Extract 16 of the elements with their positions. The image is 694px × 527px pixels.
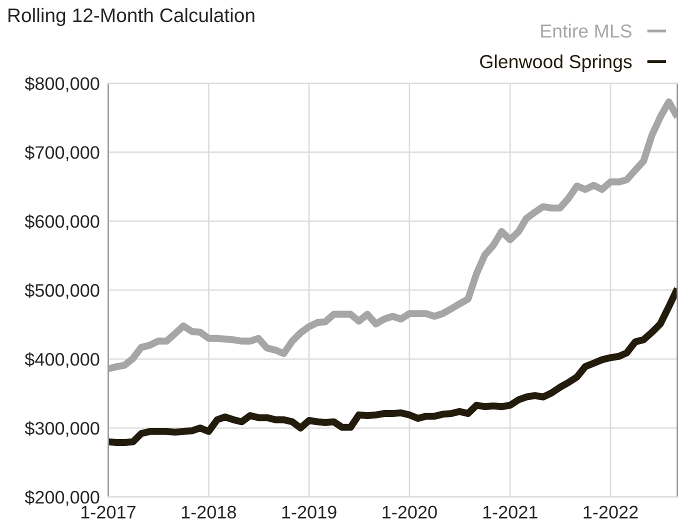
y-tick-label: $800,000 bbox=[24, 76, 100, 92]
x-tick-label: 1-2017 bbox=[82, 506, 136, 519]
y-tick-label: $700,000 bbox=[24, 145, 100, 162]
y-tick-label: $300,000 bbox=[24, 421, 100, 437]
chart-title: Rolling 12-Month Calculation bbox=[8, 8, 254, 26]
y-tick-label: $400,000 bbox=[24, 352, 100, 368]
y-tick-label: $500,000 bbox=[24, 283, 100, 299]
y-tick-label: $600,000 bbox=[24, 214, 100, 230]
legend-label: Entire MLS bbox=[541, 24, 632, 38]
x-tick-label: 1-2018 bbox=[182, 506, 236, 519]
x-tick-label: 1-2020 bbox=[382, 506, 437, 519]
y-tick-label: $200,000 bbox=[24, 490, 100, 506]
x-tick-label: 1-2021 bbox=[483, 506, 538, 519]
x-tick-label: 1-2019 bbox=[282, 506, 336, 519]
x-tick-label: 1-2022 bbox=[584, 506, 638, 519]
legend-label: Glenwood Springs bbox=[480, 54, 632, 72]
